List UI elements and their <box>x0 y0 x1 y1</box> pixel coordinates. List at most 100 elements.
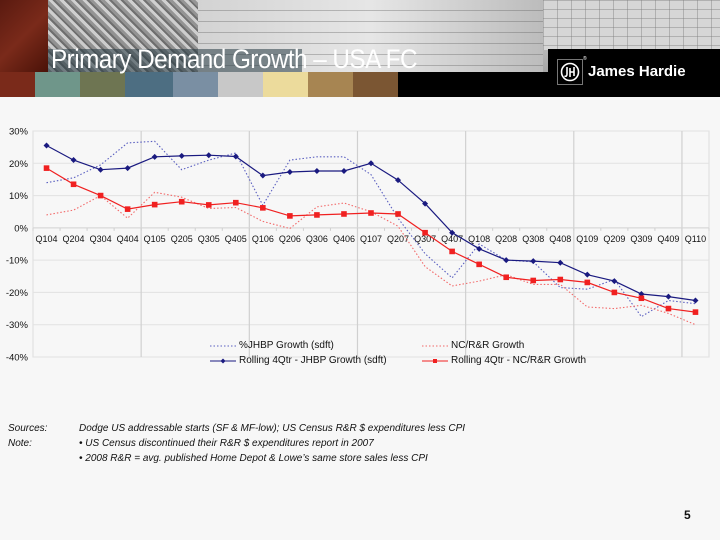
dotted-line-icon <box>422 345 448 346</box>
y-tick-label: 20% <box>9 159 29 170</box>
legend-item-jhbp-growth: %JHBP Growth (sdft) <box>210 340 334 351</box>
header-banner: Primary Demand Growth – USA FC ® James H… <box>0 0 720 97</box>
data-point-square <box>70 181 77 188</box>
data-point-diamond <box>70 157 77 164</box>
note-label: Note: <box>8 438 32 449</box>
note-line-2: • 2008 R&R = avg. published Home Depot &… <box>79 453 428 464</box>
dotted-line-icon <box>210 345 236 346</box>
data-point-diamond <box>557 259 564 266</box>
color-swatch <box>218 72 263 97</box>
x-tick-label: Q209 <box>603 234 625 244</box>
data-point-square <box>151 201 158 208</box>
data-point-square <box>314 212 320 218</box>
chart-grid <box>32 130 710 358</box>
data-point-diamond <box>449 229 456 236</box>
data-point-square <box>205 202 212 208</box>
y-tick-label: 10% <box>9 191 29 202</box>
x-tick-label: Q304 <box>90 234 112 244</box>
data-point-square <box>611 289 618 296</box>
data-point-diamond <box>584 271 591 278</box>
chart-series <box>43 140 699 326</box>
color-swatch <box>125 72 173 97</box>
data-point-square <box>368 210 374 216</box>
data-point-square <box>692 309 699 315</box>
legend-label: Rolling 4Qtr - NC/R&R Growth <box>451 355 587 366</box>
data-point-square <box>43 165 50 171</box>
data-point-diamond <box>611 278 618 285</box>
plot-area <box>32 130 710 358</box>
data-point-square <box>449 248 455 255</box>
color-swatch <box>353 72 398 97</box>
x-tick-label: Q309 <box>630 234 652 244</box>
legend-label: NC/R&R Growth <box>451 340 525 351</box>
data-point-square <box>287 213 293 219</box>
data-point-diamond <box>340 168 347 175</box>
data-point-diamond <box>313 168 320 175</box>
square-marker-line-icon <box>422 358 448 363</box>
data-point-square <box>422 229 428 236</box>
data-point-diamond <box>395 177 402 184</box>
data-point-square <box>97 192 104 199</box>
x-tick-label: Q204 <box>63 234 85 244</box>
data-point-diamond <box>692 297 699 304</box>
sources-label: Sources: <box>8 423 48 434</box>
data-point-square <box>503 274 509 281</box>
page-number: 5 <box>684 508 691 522</box>
page-title: Primary Demand Growth – USA FC <box>51 44 418 74</box>
x-tick-label: Q106 <box>252 234 274 244</box>
data-point-diamond <box>151 153 158 160</box>
legend-label: Rolling 4Qtr - JHBP Growth (sdft) <box>239 355 387 366</box>
x-tick-label: Q408 <box>549 234 571 244</box>
registered-mark-icon: ® <box>583 56 587 62</box>
data-point-square <box>530 277 537 284</box>
x-axis-ticks: Q104 Q204 Q304 Q404 Q105 Q205 Q305 Q405 Q106 Q206… <box>36 234 707 244</box>
y-axis-ticks: 30% 20% 10% 0% -10% -20% -30% -40% <box>6 127 29 364</box>
x-tick-label: Q305 <box>198 234 220 244</box>
legend-item-rolling-jhbp: Rolling 4Qtr - JHBP Growth (sdft) <box>210 355 387 366</box>
x-tick-label: Q107 <box>360 234 382 244</box>
series-line-1 <box>46 191 696 326</box>
x-tick-label: Q407 <box>441 234 463 244</box>
x-tick-label: Q206 <box>279 234 301 244</box>
data-point-square <box>476 261 482 268</box>
title-band <box>48 49 302 72</box>
x-tick-label: Q104 <box>36 234 58 244</box>
jh-monogram-icon <box>557 59 583 85</box>
data-point-diamond <box>286 169 293 176</box>
note-line-1: • US Census discontinued their R&R $ exp… <box>79 438 374 449</box>
color-swatch <box>263 72 308 97</box>
data-point-diamond <box>530 258 537 265</box>
legend-label: %JHBP Growth (sdft) <box>239 340 334 351</box>
data-point-square <box>233 199 239 206</box>
legend-item-rolling-ncrr: Rolling 4Qtr - NC/R&R Growth <box>422 355 586 366</box>
diamond-marker-line-icon <box>210 358 236 363</box>
banner-photo-brick <box>0 0 48 72</box>
data-point-diamond <box>368 160 374 167</box>
x-tick-label: Q207 <box>387 234 409 244</box>
data-point-diamond <box>178 152 185 159</box>
x-tick-label: Q105 <box>144 234 166 244</box>
x-tick-label: Q404 <box>117 234 139 244</box>
color-swatch <box>173 72 218 97</box>
data-point-diamond <box>43 142 50 149</box>
legend-item-ncrr-growth: NC/R&R Growth <box>422 340 524 351</box>
x-tick-label: Q307 <box>414 234 436 244</box>
data-point-square <box>124 206 131 212</box>
data-point-diamond <box>476 245 483 252</box>
y-tick-label: 0% <box>14 223 28 234</box>
x-tick-label: Q110 <box>685 234 706 244</box>
y-tick-label: -30% <box>6 320 29 331</box>
chart-legend: %JHBP Growth (sdft) NC/R&R Growth Rollin… <box>200 338 620 398</box>
y-tick-label: -20% <box>6 288 29 299</box>
data-point-diamond <box>97 166 104 173</box>
logo: ® James Hardie <box>548 49 720 97</box>
data-point-diamond <box>503 257 510 264</box>
data-point-square <box>584 279 591 286</box>
color-swatch <box>80 72 125 97</box>
data-point-square <box>557 276 564 283</box>
chart-container: 30% 20% 10% 0% -10% -20% -30% -40% Q104 Q204 Q304… <box>0 110 720 410</box>
x-tick-label: Q306 <box>306 234 328 244</box>
x-tick-label: Q205 <box>171 234 193 244</box>
y-tick-label: -10% <box>6 256 29 267</box>
data-point-diamond <box>259 172 266 179</box>
